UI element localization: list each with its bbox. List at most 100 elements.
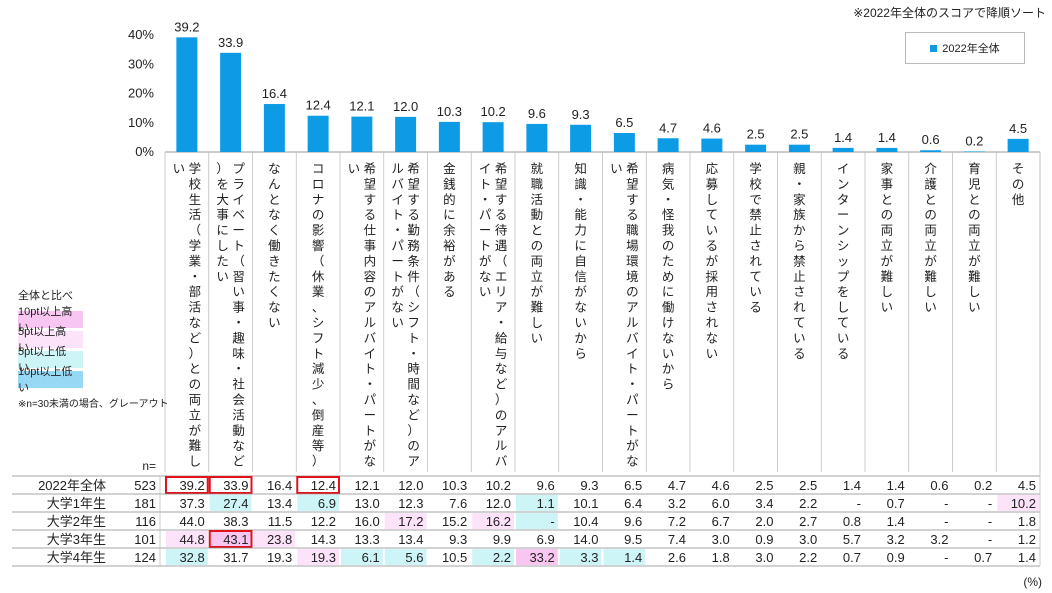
- y-tick-label: 30%: [128, 56, 154, 71]
- table-cell-value: 10.5: [442, 550, 467, 565]
- table-cell-value: 3.4: [755, 496, 773, 511]
- category-label-char: ア: [407, 455, 420, 469]
- category-label-char: く: [268, 285, 281, 299]
- comparison-swatch-lo10: 10pt以上低い: [18, 366, 83, 394]
- category-label-char: ）: [495, 393, 508, 407]
- unit-label: (%): [1023, 575, 1042, 589]
- table-cell-value: -: [944, 550, 948, 565]
- category-label-char: パ: [626, 393, 639, 407]
- category-label-char: ・: [626, 378, 639, 392]
- table-cell-value: 10.3: [442, 478, 467, 493]
- comparison-legend-item: 10pt以上低い: [18, 366, 169, 394]
- table-cell-box: [165, 476, 209, 494]
- y-tick-label: 20%: [128, 86, 154, 101]
- category-label-char: た: [268, 270, 281, 284]
- category-label-char: い: [837, 331, 850, 345]
- category-label-char: ア: [495, 301, 508, 315]
- comparison-legend-item: 5pt以上高い: [18, 326, 169, 354]
- category-label-char: ト: [391, 208, 404, 222]
- bar-value-label: 2.5: [790, 127, 808, 142]
- table-cell-value: 4.7: [668, 478, 686, 493]
- category-label-char: の: [364, 285, 377, 299]
- table-cell-value: 37.3: [179, 496, 204, 511]
- table-row-label: 2022年全体: [38, 478, 106, 493]
- comparison-footnote: ※n=30未満の場合、グレーアウト: [18, 399, 169, 410]
- table-cell-box: [208, 530, 253, 548]
- category-label-char: い: [531, 331, 544, 345]
- category-label-char: 自: [574, 254, 587, 268]
- category-label-char: 力: [574, 224, 587, 238]
- category-label-char: な: [626, 455, 639, 469]
- category-label-char: 働: [268, 239, 281, 253]
- category-label-char: れ: [749, 254, 762, 268]
- category-label-char: 親: [793, 162, 806, 176]
- category-label-char: 両: [189, 393, 202, 407]
- category-label-char: 遇: [495, 239, 508, 253]
- table-cell-value: 9.3: [449, 532, 467, 547]
- table-cell-value: 10.4: [573, 514, 598, 529]
- table-cell-value: 32.8: [179, 550, 204, 565]
- bar-value-label: 12.1: [349, 99, 374, 114]
- table-cell-value: 2.7: [799, 514, 817, 529]
- category-label-char: ト: [479, 177, 492, 191]
- category-label-char: す: [626, 193, 639, 207]
- category-label-char: 応: [706, 162, 719, 176]
- table-cell-value: 1.4: [1018, 550, 1036, 565]
- category-label-char: 響: [312, 238, 325, 253]
- category-label-char: い: [662, 347, 675, 361]
- category-label-char: イ: [364, 347, 377, 361]
- n-header: n=: [142, 459, 156, 473]
- category-label-char: ラ: [232, 177, 245, 191]
- category-label-char: 立: [924, 238, 937, 253]
- category-label-char: い: [749, 285, 762, 299]
- category-label-char: ー: [626, 408, 639, 422]
- category-label-char: （: [189, 224, 202, 238]
- table-cell-value: -: [944, 514, 948, 529]
- category-label-char: し: [837, 301, 850, 315]
- bar: [963, 151, 985, 152]
- table-cell-value: 9.6: [624, 514, 642, 529]
- category-label-char: フ: [312, 331, 325, 345]
- category-label-char: ・: [407, 347, 420, 361]
- table-cell-highlight: [516, 513, 558, 529]
- legend-label: 2022年全体: [942, 43, 1000, 55]
- category-label-char: い: [881, 301, 894, 315]
- category-label-char: が: [479, 253, 492, 268]
- category-label-char: な: [662, 331, 675, 345]
- table-cell-value: 16.4: [267, 478, 292, 493]
- category-label-char: 気: [662, 176, 675, 191]
- category-label-char: の: [924, 208, 937, 222]
- category-label-char: ・: [391, 224, 404, 238]
- category-label-char: 両: [531, 254, 544, 268]
- table-cell-value: 14.3: [311, 532, 336, 547]
- category-label-char: な: [391, 301, 404, 315]
- category-label-char: 生: [189, 193, 202, 207]
- table-cell-value: 44.8: [179, 532, 204, 547]
- table-cell-highlight: [384, 549, 427, 565]
- category-label-char: と: [189, 362, 202, 376]
- category-label-char: な: [268, 301, 281, 315]
- table-row-n: 181: [134, 496, 156, 511]
- category-label-char: ど: [407, 408, 420, 422]
- category-label-char: い: [610, 162, 623, 176]
- category-label-char: ー: [391, 254, 404, 268]
- category-label-char: 等: [312, 438, 325, 453]
- table-row-n: 116: [135, 514, 156, 529]
- table-cell-value: 9.5: [624, 532, 642, 547]
- category-label-char: 止: [749, 224, 762, 238]
- table-cell-value: 16.0: [354, 514, 379, 529]
- table-cell-value: 3.2: [887, 532, 905, 547]
- category-label-char: 病: [662, 161, 675, 176]
- category-label-char: 介: [924, 162, 937, 176]
- category-label-char: 児: [968, 177, 981, 191]
- category-label-char: プ: [837, 270, 850, 284]
- bar-value-label: 2.5: [747, 127, 765, 142]
- table-cell-value: 1.4: [624, 550, 642, 565]
- table-cell-value: 2.0: [755, 514, 773, 529]
- category-label-char: 活: [189, 301, 202, 315]
- category-label-char: が: [391, 284, 404, 299]
- category-label-char: て: [706, 208, 719, 222]
- category-label-char: し: [924, 285, 937, 299]
- category-label-char: 給: [495, 331, 508, 345]
- table-cell-value: 39.2: [179, 478, 204, 493]
